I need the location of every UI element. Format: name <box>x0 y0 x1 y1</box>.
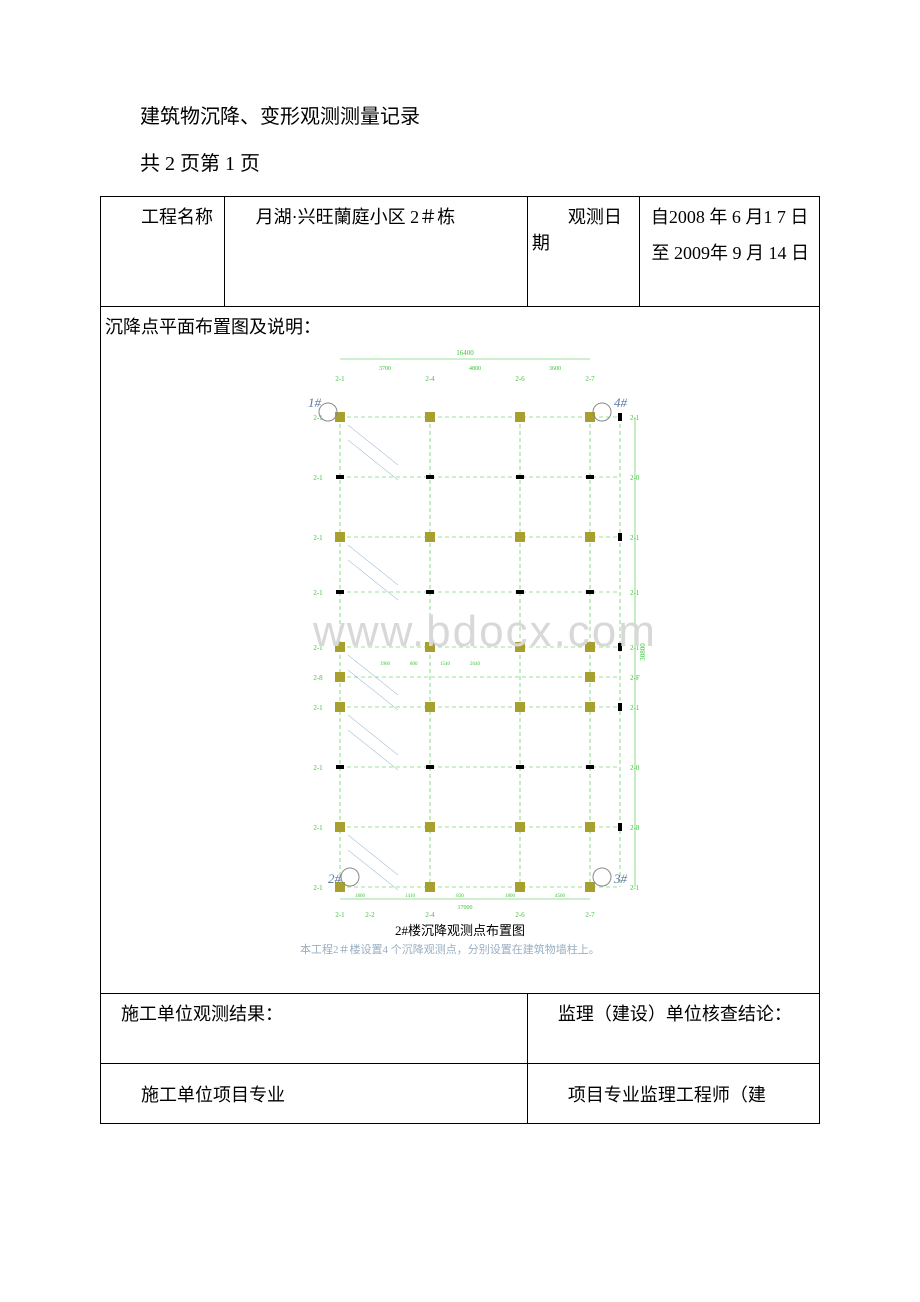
document-title: 建筑物沉降、变形观测测量记录 <box>140 100 820 129</box>
diagram-cell: 沉降点平面布置图及说明： www.bdocx.com 1640037004800… <box>101 307 820 994</box>
svg-text:2-1: 2-1 <box>335 375 345 383</box>
project-value-cell: 月湖·兴旺蘭庭小区 2＃栋 <box>224 197 527 307</box>
svg-text:2-7: 2-7 <box>585 911 595 919</box>
svg-text:1#: 1# <box>308 395 322 410</box>
svg-text:2-1: 2-1 <box>313 704 323 712</box>
svg-text:2-F: 2-F <box>630 674 640 682</box>
svg-text:3#: 3# <box>613 871 628 886</box>
svg-text:1960: 1960 <box>380 662 391 667</box>
svg-text:4800: 4800 <box>469 366 481 372</box>
svg-text:2-1: 2-1 <box>313 824 323 832</box>
svg-text:2-1: 2-1 <box>630 589 640 597</box>
svg-text:1800: 1800 <box>355 894 366 899</box>
svg-text:4500: 4500 <box>555 894 566 899</box>
svg-text:4#: 4# <box>614 395 628 410</box>
supervisor-result-label: 监理（建设）单位核查结论： <box>558 1004 792 1024</box>
svg-text:17000: 17000 <box>458 905 473 911</box>
svg-text:2640: 2640 <box>470 662 481 667</box>
project-label-cell: 工程名称 <box>101 197 225 307</box>
project-label: 工程名称 <box>105 203 213 229</box>
svg-text:3600: 3600 <box>549 366 561 372</box>
main-table: 工程名称 月湖·兴旺蘭庭小区 2＃栋 观测日期 自2008 年 6 月1 7 日… <box>100 196 820 1124</box>
project-value: 月湖·兴旺蘭庭小区 2＃栋 <box>229 203 456 229</box>
header-row: 工程名称 月湖·兴旺蘭庭小区 2＃栋 观测日期 自2008 年 6 月1 7 日… <box>101 197 820 307</box>
svg-text:2-6: 2-6 <box>515 375 525 383</box>
svg-text:2-0: 2-0 <box>630 764 640 772</box>
svg-text:830: 830 <box>456 894 464 899</box>
svg-text:2-2: 2-2 <box>365 911 375 919</box>
supervisor-sign-cell: 项目专业监理工程师（建 <box>527 1064 819 1124</box>
svg-text:2#: 2# <box>328 871 342 886</box>
supervisor-result-header: 监理（建设）单位核查结论： <box>527 994 819 1064</box>
svg-text:2-1: 2-1 <box>313 589 323 597</box>
diagram-caption: 沉降点平面布置图及说明： <box>105 313 815 339</box>
svg-text:2-1: 2-1 <box>630 414 640 422</box>
construction-sign-cell: 施工单位项目专业 <box>101 1064 528 1124</box>
svg-text:2#楼沉降观测点布置图: 2#楼沉降观测点布置图 <box>395 923 525 938</box>
svg-text:2-0: 2-0 <box>630 474 640 482</box>
svg-text:2-4: 2-4 <box>425 375 435 383</box>
svg-text:2-8: 2-8 <box>630 824 640 832</box>
svg-text:2-1: 2-1 <box>630 704 640 712</box>
svg-text:2-1: 2-1 <box>313 644 323 652</box>
svg-text:2-1: 2-1 <box>313 474 323 482</box>
svg-text:2-4: 2-4 <box>425 911 435 919</box>
construction-result-label: 施工单位观测结果： <box>121 1004 283 1024</box>
supervisor-sign-label: 项目专业监理工程师（建 <box>568 1085 766 1105</box>
date-to: 至 2009年 9 月 14 日 <box>644 239 815 265</box>
svg-text:2-1: 2-1 <box>630 644 640 652</box>
date-from: 自2008 年 6 月1 7 日 <box>644 203 815 229</box>
svg-text:2-1: 2-1 <box>335 911 345 919</box>
svg-text:本工程2＃楼设置4 个沉降观测点，分别设置在建筑物墙柱上。: 本工程2＃楼设置4 个沉降观测点，分别设置在建筑物墙柱上。 <box>300 942 600 956</box>
svg-text:2-1: 2-1 <box>630 884 640 892</box>
svg-text:2-8: 2-8 <box>313 674 323 682</box>
date-label: 观测日期 <box>532 203 635 255</box>
result-header-row: 施工单位观测结果： 监理（建设）单位核查结论： <box>101 994 820 1064</box>
svg-text:1540: 1540 <box>440 662 451 667</box>
svg-text:1800: 1800 <box>505 894 516 899</box>
diagram-row: 沉降点平面布置图及说明： www.bdocx.com 1640037004800… <box>101 307 820 994</box>
construction-sign-label: 施工单位项目专业 <box>141 1085 285 1105</box>
svg-text:3700: 3700 <box>379 366 391 372</box>
signature-row: 施工单位项目专业 项目专业监理工程师（建 <box>101 1064 820 1124</box>
date-label-cell: 观测日期 <box>527 197 639 307</box>
svg-text:2-1: 2-1 <box>313 884 323 892</box>
svg-text:2-1: 2-1 <box>313 534 323 542</box>
svg-text:2-1: 2-1 <box>630 534 640 542</box>
svg-text:2-1: 2-1 <box>313 764 323 772</box>
svg-text:16400: 16400 <box>456 349 474 357</box>
date-value-cell: 自2008 年 6 月1 7 日 至 2009年 9 月 14 日 <box>640 197 820 307</box>
plan-diagram: 164003700480036002-12-42-62-7308002-12-1… <box>250 347 670 987</box>
svg-text:800: 800 <box>410 662 418 667</box>
svg-text:2-6: 2-6 <box>515 911 525 919</box>
svg-text:30800: 30800 <box>639 643 647 661</box>
page-info: 共 2 页第 1 页 <box>140 147 820 176</box>
construction-result-header: 施工单位观测结果： <box>101 994 528 1064</box>
svg-text:1410: 1410 <box>405 894 416 899</box>
diagram-wrap: www.bdocx.com 164003700480036002-12-42-6… <box>105 347 815 987</box>
svg-text:2-7: 2-7 <box>585 375 595 383</box>
